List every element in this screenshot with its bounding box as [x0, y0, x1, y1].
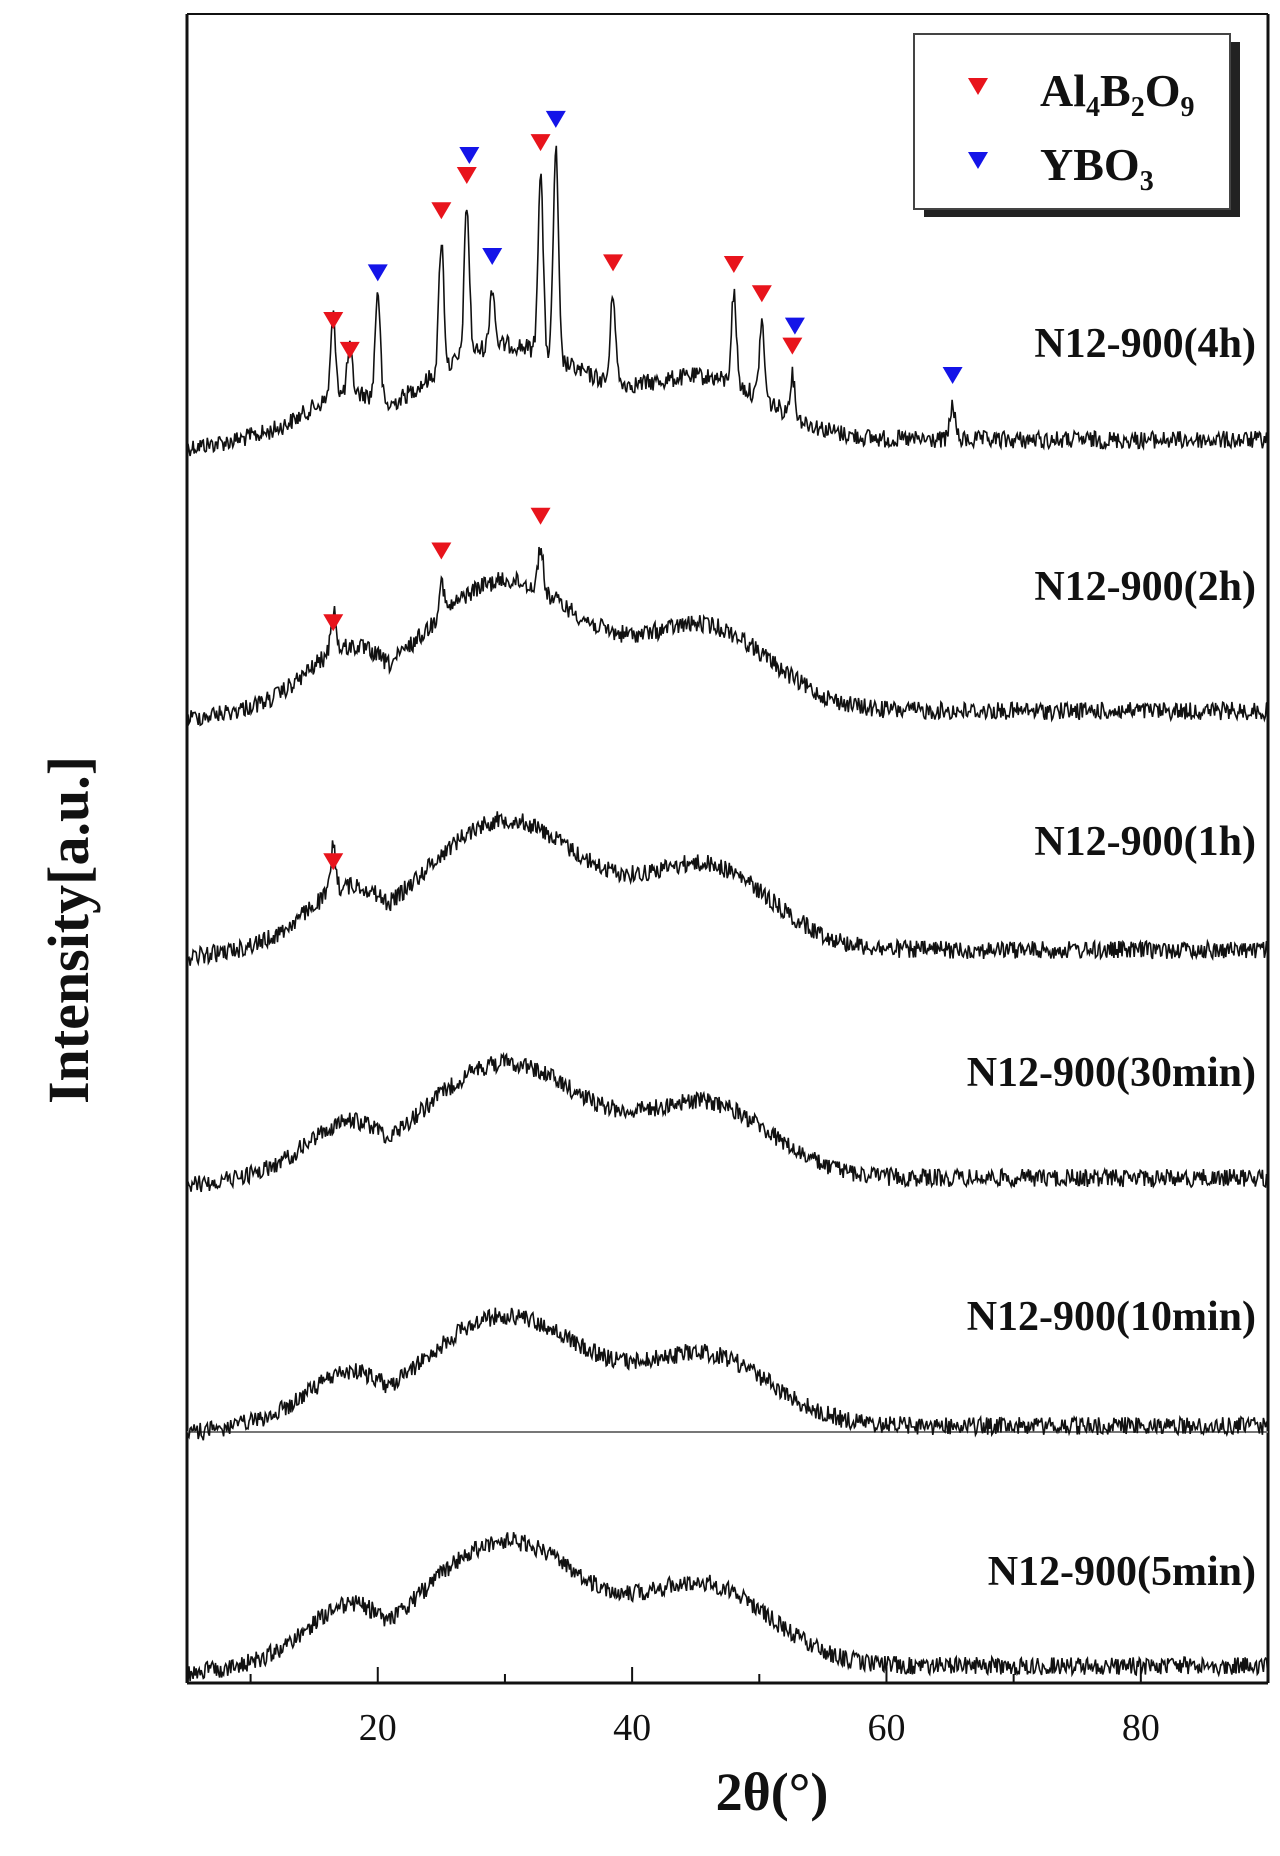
- traces: [186, 145, 1269, 1683]
- x-tick-label-40: 40: [613, 1707, 651, 1749]
- series-label-1: N12-900(2h): [1034, 564, 1256, 610]
- legend-marker-ybo3: [968, 152, 988, 169]
- peak-marker-al4b2o9-s2-0: [323, 853, 344, 871]
- peak-markers: [323, 110, 963, 871]
- series-trace-5: [186, 1532, 1269, 1683]
- plot-frame: [185, 13, 1270, 1685]
- peak-marker-al4b2o9-s1-2: [530, 507, 551, 525]
- series-label-3: N12-900(30min): [967, 1050, 1256, 1096]
- series-trace-0: [186, 145, 1269, 457]
- x-axis-ticks: 20 40 60 80: [249, 1667, 1269, 1749]
- peak-marker-ybo3-s0-2: [367, 264, 388, 282]
- x-axis-label: 2θ(°): [716, 1762, 829, 1822]
- peak-marker-al4b2o9-s1-0: [323, 614, 344, 632]
- peak-marker-ybo3-s0-13: [784, 317, 805, 335]
- x-tick-label-60: 60: [867, 1707, 905, 1749]
- peak-marker-al4b2o9-s0-1: [339, 341, 360, 359]
- peak-marker-al4b2o9-s0-7: [530, 134, 551, 152]
- series-trace-1: [186, 546, 1269, 727]
- peak-marker-al4b2o9-s0-9: [603, 254, 624, 272]
- peak-marker-al4b2o9-s0-12: [782, 337, 803, 355]
- peak-marker-ybo3-s0-14: [942, 366, 963, 384]
- series-trace-2: [186, 811, 1269, 967]
- peak-marker-al4b2o9-s1-1: [431, 542, 452, 560]
- series-label-0: N12-900(4h): [1034, 321, 1256, 367]
- legend: Al4B2O9 YBO3: [913, 33, 1240, 217]
- legend-marker-al4b2o9: [968, 78, 988, 95]
- x-tick-label-80: 80: [1122, 1707, 1160, 1749]
- x-tick-label-20: 20: [359, 1707, 397, 1749]
- peak-marker-ybo3-s0-6: [482, 248, 503, 266]
- series-label-2: N12-900(1h): [1034, 819, 1256, 865]
- series-label-4: N12-900(10min): [967, 1294, 1256, 1340]
- series-trace-4: [186, 1307, 1268, 1442]
- peak-marker-ybo3-s0-5: [459, 146, 480, 164]
- peak-marker-al4b2o9-s0-4: [456, 166, 477, 184]
- legend-label-ybo3: YBO3: [1040, 139, 1154, 197]
- peak-marker-al4b2o9-s0-0: [323, 311, 344, 329]
- peak-marker-al4b2o9-s0-11: [751, 285, 772, 303]
- legend-label-al4b2o9: Al4B2O9: [1040, 65, 1194, 123]
- series-labels: N12-900(4h) N12-900(2h) N12-900(1h) N12-900…: [967, 321, 1256, 1595]
- series-label-5: N12-900(5min): [988, 1549, 1256, 1595]
- series-trace-3: [186, 1051, 1268, 1193]
- legend-box: [913, 33, 1231, 210]
- peak-marker-ybo3-s0-8: [545, 110, 566, 128]
- y-axis-label: Intensity[a.u.]: [36, 756, 101, 1104]
- peak-marker-al4b2o9-s0-3: [431, 202, 452, 220]
- peak-marker-al4b2o9-s0-10: [723, 255, 744, 273]
